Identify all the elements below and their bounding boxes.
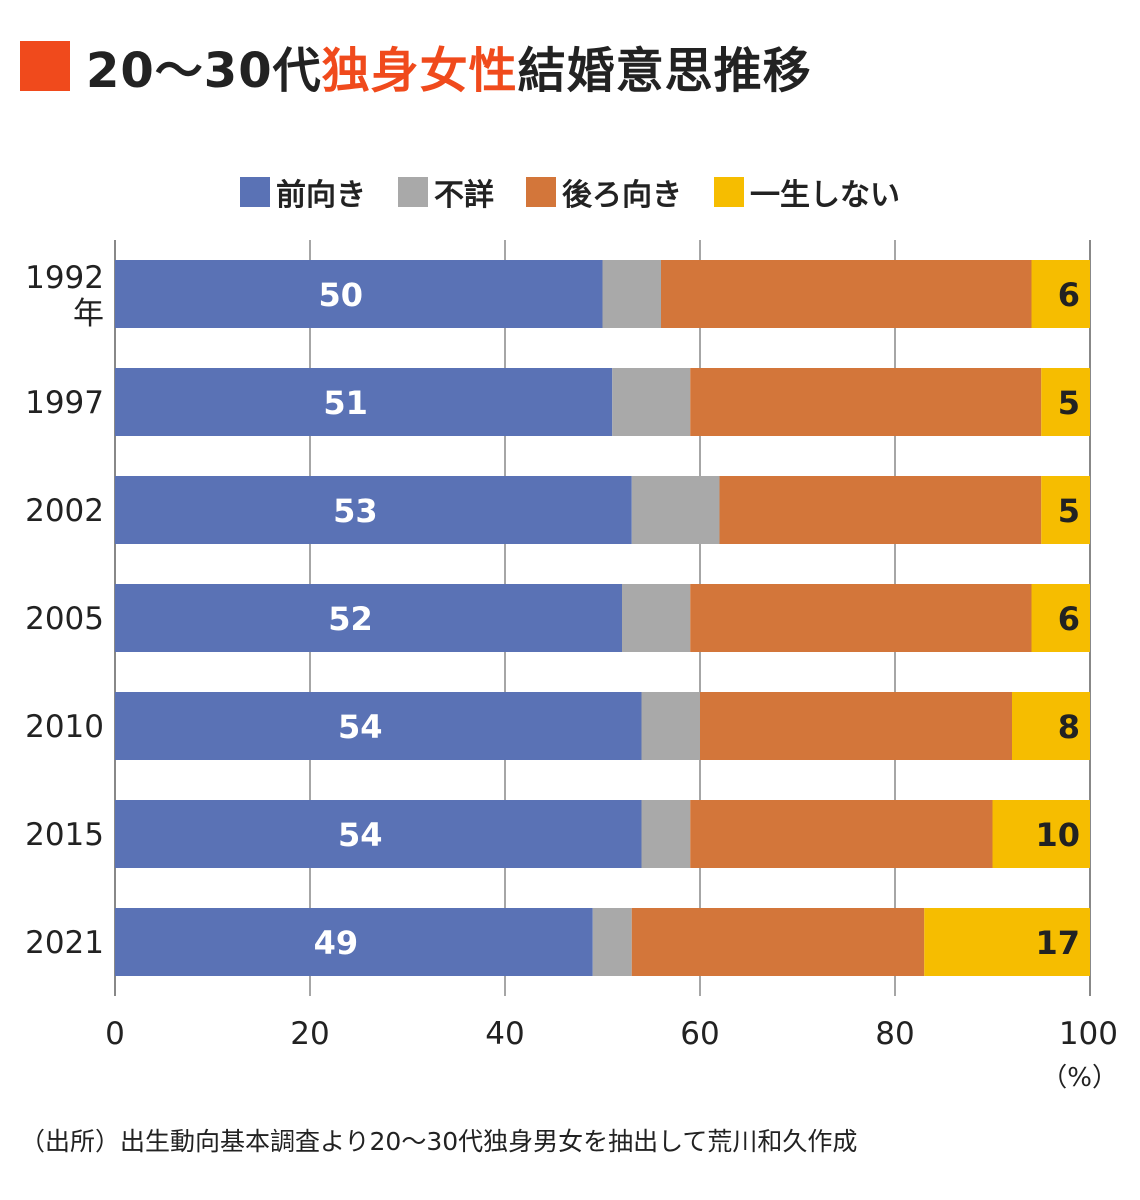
title-accent-square: [20, 41, 70, 91]
data-label-positive: 53: [333, 492, 378, 530]
legend-label-unknown: 不詳: [434, 178, 494, 213]
bar-positive: [115, 692, 642, 760]
category-label: 2005: [25, 601, 104, 637]
data-label-positive: 51: [323, 384, 368, 422]
legend-swatch-positive: [240, 177, 270, 207]
legend-label-negative: 後ろ向き: [562, 178, 682, 213]
title-suffix: 結婚意思推移: [517, 43, 812, 99]
x-tick-label: 60: [680, 1016, 719, 1052]
bar-negative: [690, 584, 1032, 652]
x-tick-label: 0: [105, 1016, 125, 1052]
x-axis-unit: （%）: [1041, 1063, 1118, 1093]
data-label-never: 5: [1058, 384, 1080, 422]
bar-never: [992, 800, 1090, 868]
bar-never: [1031, 584, 1090, 652]
data-label-positive: 52: [328, 600, 373, 638]
data-label-never: 6: [1058, 276, 1080, 314]
bar-unknown: [641, 692, 700, 760]
category-label: 2021: [25, 925, 104, 961]
bar-never: [924, 908, 1090, 976]
bar-unknown: [622, 584, 691, 652]
bar-positive: [115, 908, 593, 976]
legend-swatch-never: [714, 177, 744, 207]
x-tick-label: 40: [485, 1016, 524, 1052]
legend-swatch-negative: [526, 177, 556, 207]
data-label-never: 10: [1035, 816, 1080, 854]
data-label-never: 8: [1058, 708, 1080, 746]
bar-never: [1041, 476, 1090, 544]
data-label-positive: 49: [314, 924, 359, 962]
data-label-positive: 50: [318, 276, 363, 314]
bar-positive: [115, 260, 603, 328]
data-label-never: 6: [1058, 600, 1080, 638]
bar-negative: [690, 368, 1042, 436]
x-tick-label: 80: [875, 1016, 914, 1052]
legend-swatch-unknown: [398, 177, 428, 207]
bar-unknown: [612, 368, 691, 436]
bar-never: [1031, 260, 1090, 328]
source-note: （出所）出生動向基本調査より20～30代独身男女を抽出して荒川和久作成: [20, 1127, 858, 1156]
bar-negative: [700, 692, 1012, 760]
legend-item-negative: 後ろ向き: [526, 170, 682, 214]
bar-never: [1041, 368, 1090, 436]
title-row: 20～30代独身女性結婚意思推移: [20, 36, 812, 99]
legend: 前向き 不詳 後ろ向き 一生しない: [0, 168, 1140, 216]
bar-never: [1012, 692, 1090, 760]
legend-item-unknown: 不詳: [398, 170, 494, 214]
bar-positive: [115, 476, 632, 544]
category-label: 1992: [25, 260, 104, 296]
legend-label-positive: 前向き: [276, 178, 366, 213]
bar-unknown: [641, 800, 691, 868]
bar-positive: [115, 368, 613, 436]
data-label-never: 5: [1058, 492, 1080, 530]
data-label-positive: 54: [338, 816, 383, 854]
title-highlight: 独身女性: [321, 43, 518, 99]
bar-negative: [631, 908, 925, 976]
legend-item-positive: 前向き: [240, 170, 366, 214]
x-tick-label: 100: [1059, 1016, 1118, 1052]
title-prefix: 20～30代: [86, 43, 322, 99]
bar-unknown: [602, 260, 661, 328]
bar-unknown: [592, 908, 632, 976]
bar-negative: [661, 260, 1032, 328]
x-tick-label: 20: [290, 1016, 329, 1052]
bar-unknown: [631, 476, 720, 544]
category-label: 2015: [25, 817, 104, 853]
bar-positive: [115, 584, 622, 652]
category-label: 2010: [25, 709, 104, 745]
category-label-suffix: 年: [73, 296, 104, 332]
data-label-positive: 54: [338, 708, 383, 746]
bar-negative: [690, 800, 993, 868]
category-label: 1997: [25, 385, 104, 421]
bar-negative: [719, 476, 1042, 544]
legend-item-never: 一生しない: [714, 170, 900, 214]
category-label: 2002: [25, 493, 104, 529]
bar-positive: [115, 800, 642, 868]
chart-title: 20～30代独身女性結婚意思推移: [86, 31, 812, 101]
legend-label-never: 一生しない: [750, 178, 900, 213]
data-label-never: 17: [1035, 924, 1080, 962]
